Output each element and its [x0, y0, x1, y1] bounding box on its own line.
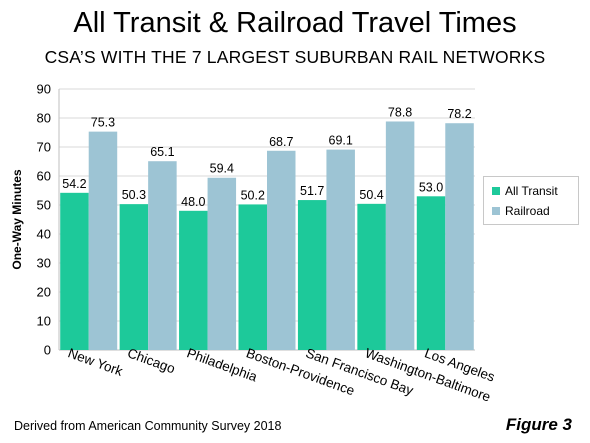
bar-railroad-philadelphia [207, 177, 237, 350]
y-axis-title: One-Way Minutes [10, 169, 24, 270]
y-tick-label-90: 90 [37, 82, 51, 97]
legend-item-all-transit: All Transit [492, 181, 578, 201]
data-label-all-transit-san-francisco-bay: 51.7 [300, 184, 324, 198]
y-tick-label-50: 50 [37, 198, 51, 213]
bar-all-transit-san-francisco-bay [297, 200, 327, 350]
data-label-all-transit-los-angeles: 53.0 [419, 180, 443, 194]
data-label-railroad-washington-baltimore: 78.8 [388, 105, 412, 119]
chart-subtitle: CSA’S WITH THE 7 LARGEST SUBURBAN RAIL N… [44, 47, 546, 67]
bar-railroad-los-angeles [445, 123, 474, 350]
legend-swatch-all-transit [492, 187, 500, 195]
data-label-all-transit-philadelphia: 48.0 [181, 195, 205, 209]
data-label-railroad-boston-providence: 68.7 [269, 135, 293, 149]
bar-all-transit-new-york [60, 192, 89, 350]
bar-all-transit-philadelphia [179, 210, 208, 350]
data-label-railroad-chicago: 65.1 [150, 145, 174, 159]
legend-label-railroad: Railroad [505, 204, 550, 218]
y-tick-label-70: 70 [37, 140, 51, 155]
y-tick-label-20: 20 [37, 285, 51, 300]
y-tick-label-80: 80 [37, 111, 51, 126]
data-label-all-transit-chicago: 50.3 [122, 188, 146, 202]
bar-all-transit-washington-baltimore [357, 203, 386, 350]
bar-all-transit-los-angeles [416, 196, 446, 350]
y-tick-label-40: 40 [37, 227, 51, 242]
data-label-railroad-new-york: 75.3 [91, 116, 115, 130]
bar-railroad-new-york [88, 131, 118, 350]
source-note: Derived from American Community Survey 2… [14, 419, 282, 433]
bar-all-transit-chicago [119, 204, 149, 350]
y-tick-label-0: 0 [44, 343, 51, 358]
legend-label-all-transit: All Transit [505, 184, 558, 198]
data-label-railroad-philadelphia: 59.4 [210, 162, 234, 176]
legend-swatch-railroad [492, 207, 500, 215]
bar-railroad-washington-baltimore [385, 121, 415, 350]
data-label-railroad-los-angeles: 78.2 [447, 107, 471, 121]
y-tick-label-10: 10 [37, 314, 51, 329]
chart-title: All Transit & Railroad Travel Times [73, 7, 517, 39]
bar-railroad-boston-providence [267, 150, 296, 350]
bar-railroad-san-francisco-bay [326, 149, 355, 350]
chart-legend: All Transit Railroad [483, 176, 579, 225]
data-label-all-transit-washington-baltimore: 50.4 [359, 188, 383, 202]
legend-item-railroad: Railroad [492, 201, 578, 221]
figure-label: Figure 3 [505, 415, 572, 434]
data-label-all-transit-boston-providence: 50.2 [241, 188, 265, 202]
y-tick-label-60: 60 [37, 169, 51, 184]
data-label-all-transit-new-york: 54.2 [62, 177, 86, 191]
bar-railroad-chicago [148, 161, 177, 350]
y-tick-label-30: 30 [37, 256, 51, 271]
data-label-railroad-san-francisco-bay: 69.1 [329, 134, 353, 148]
bar-all-transit-boston-providence [238, 204, 267, 350]
